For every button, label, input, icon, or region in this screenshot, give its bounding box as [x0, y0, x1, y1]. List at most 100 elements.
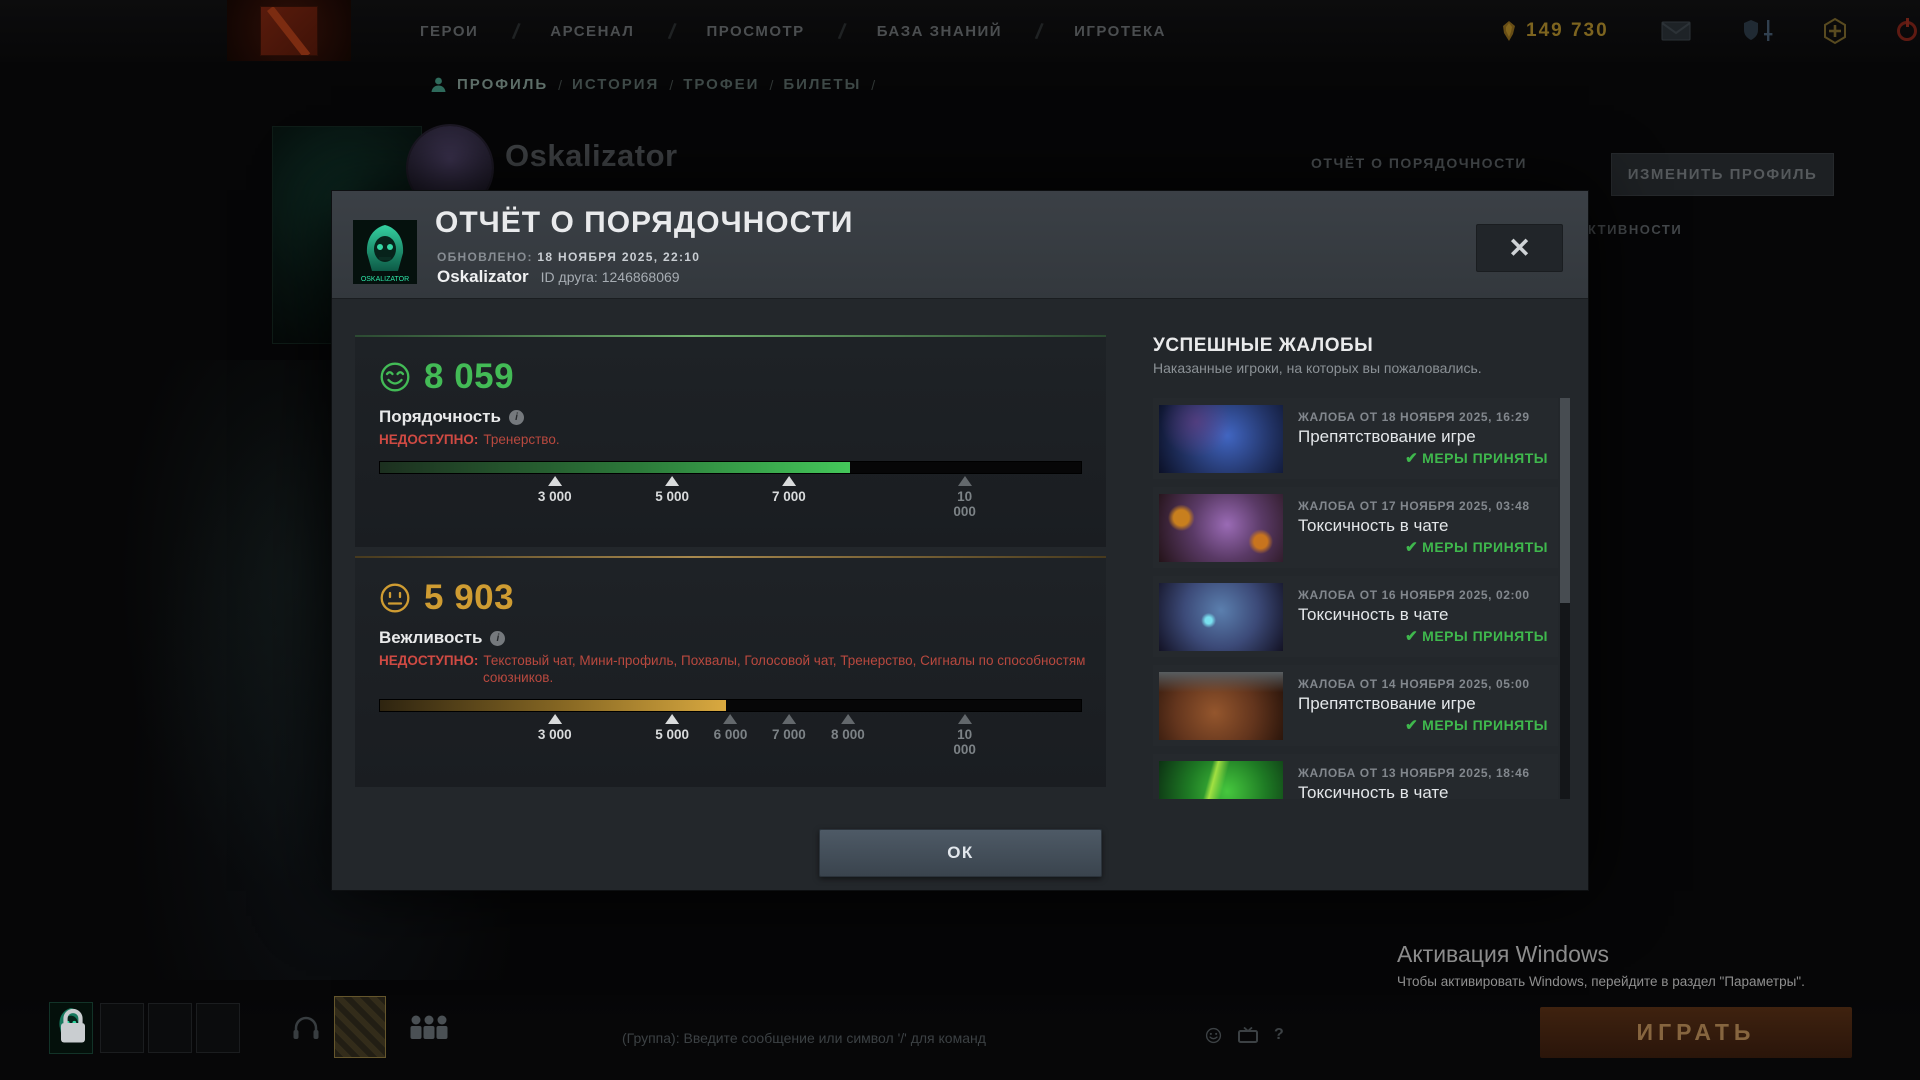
check-icon: ✔ [1405, 717, 1419, 734]
svg-text:OSKALIZATOR: OSKALIZATOR [361, 276, 409, 283]
score-row: 5 903 [379, 576, 1082, 620]
profile-tab[interactable]: ТРОФЕИ [683, 76, 760, 93]
hero-portrait [1159, 582, 1283, 651]
complaint-row[interactable]: ЖАЛОБА ОТ 14 НОЯБРЯ 2025, 05:00 Препятст… [1153, 665, 1558, 746]
edit-profile-button[interactable]: ИЗМЕНИТЬ ПРОФИЛЬ [1611, 153, 1834, 196]
tick-triangle-icon [781, 476, 796, 486]
score-label: Порядочность [379, 407, 501, 426]
watermark-subtitle: Чтобы активировать Windows, перейдите в … [1397, 974, 1805, 989]
party-slot[interactable] [196, 1003, 240, 1053]
hero-portrait [1159, 404, 1283, 473]
hero-portrait [1159, 760, 1283, 799]
conduct-summary-label[interactable]: ОТЧЁТ О ПОРЯДОЧНОСТИ [1311, 155, 1527, 171]
tab-separator: / [871, 76, 876, 93]
nav-item[interactable]: АРСЕНАЛ [550, 23, 634, 40]
armory-shield-sword-icon[interactable] [1743, 19, 1773, 43]
party-avatar[interactable] [49, 1002, 93, 1054]
chat-input[interactable]: (Группа): Введите сообщение или символ '… [622, 1030, 986, 1046]
currency-display[interactable]: 149 730 [1500, 20, 1609, 42]
profile-tab[interactable]: ПРОФИЛЬ [457, 76, 549, 93]
chat-smiley-icon[interactable] [1205, 1027, 1222, 1044]
dota-logo[interactable] [227, 0, 351, 61]
progress-fill [380, 462, 850, 473]
tick-label: 8 000 [830, 727, 865, 742]
tick-triangle-icon [547, 714, 562, 724]
updated-line: ОБНОВЛЕНО: 18 НОЯБРЯ 2025, 22:10 [437, 250, 700, 264]
complaints-list: ЖАЛОБА ОТ 18 НОЯБРЯ 2025, 16:29 Препятст… [1153, 398, 1558, 799]
tick-scale: 3 000 5 000 7 000 [379, 476, 1082, 536]
profile-tab-list: ПРОФИЛЬ / ИСТОРИЯ / ТРОФЕИ / БИЛЕТЫ / [457, 76, 875, 93]
tab-separator: / [769, 76, 774, 93]
mood-smiley-icon [379, 582, 411, 614]
tick: 3 000 [538, 476, 572, 504]
unavailable-label: НЕДОСТУПНО: [379, 653, 479, 668]
modal-player-name: Oskalizator [437, 267, 529, 286]
nav-item[interactable]: ИГРОТЕКА [1074, 22, 1167, 40]
play-button[interactable]: ИГРАТЬ [1540, 1007, 1852, 1058]
tick-label: 5 000 [655, 489, 690, 504]
profile-tabs: ПРОФИЛЬ / ИСТОРИЯ / ТРОФЕИ / БИЛЕТЫ / [430, 76, 875, 93]
player-name-background: Oskalizator [505, 138, 678, 173]
tick-label: 7 000 [771, 489, 806, 504]
complaint-row[interactable]: ЖАЛОБА ОТ 13 НОЯБРЯ 2025, 18:46 Токсично… [1153, 754, 1558, 799]
banner-icon[interactable] [334, 996, 386, 1058]
check-icon: ✔ [1405, 450, 1419, 467]
tick-triangle-icon [665, 476, 680, 486]
hero-portrait [1159, 493, 1283, 562]
complaint-text: ЖАЛОБА ОТ 14 НОЯБРЯ 2025, 05:00 Препятст… [1298, 677, 1548, 734]
updated-label: ОБНОВЛЕНО: [437, 250, 533, 264]
complaint-date: ЖАЛОБА ОТ 17 НОЯБРЯ 2025, 03:48 [1298, 499, 1530, 513]
help-icon[interactable]: ? [1274, 1026, 1284, 1043]
complaint-row[interactable]: ЖАЛОБА ОТ 17 НОЯБРЯ 2025, 03:48 Токсично… [1153, 487, 1558, 568]
complaint-date: ЖАЛОБА ОТ 18 НОЯБРЯ 2025, 16:29 [1298, 410, 1530, 424]
tv-icon[interactable] [1238, 1026, 1258, 1044]
modal-body: 8 059 Порядочность i НЕДОСТУПНО: Тренерст… [332, 299, 1588, 892]
info-icon[interactable]: i [490, 630, 506, 646]
unavailable-text: НЕДОСТУПНО: Текстовый чат, Мини-профиль, … [379, 652, 1099, 686]
profile-tab[interactable]: ИСТОРИЯ [572, 76, 660, 93]
group-icon[interactable] [408, 1013, 450, 1041]
modal-title: ОТЧЁТ О ПОРЯДОЧНОСТИ [435, 206, 854, 239]
tick-label: 10 000 [953, 727, 976, 757]
dota-logo-icon [260, 5, 318, 56]
party-slot[interactable] [148, 1003, 192, 1053]
tick-triangle-icon [665, 714, 680, 724]
scrollbar[interactable] [1560, 398, 1570, 799]
tick: 8 000 [831, 714, 865, 742]
close-button[interactable]: ✕ [1476, 224, 1563, 272]
complaint-reason: Токсичность в чате [1298, 516, 1449, 535]
scrollbar-thumb[interactable] [1560, 398, 1570, 603]
complaint-text: ЖАЛОБА ОТ 17 НОЯБРЯ 2025, 03:48 Токсично… [1298, 499, 1548, 556]
score-value: 5 903 [424, 578, 515, 617]
nav-item[interactable]: БАЗА ЗНАНИЙ [877, 23, 1002, 40]
tab-separator: / [558, 76, 563, 93]
modal-avatar: OSKALIZATOR [353, 220, 417, 284]
tick-scale: 3 000 5 000 6 000 [379, 714, 1082, 774]
complaint-row[interactable]: ЖАЛОБА ОТ 16 НОЯБРЯ 2025, 02:00 Токсично… [1153, 576, 1558, 657]
score-label-row: Вежливость i [379, 628, 1082, 648]
complaint-date: ЖАЛОБА ОТ 14 НОЯБРЯ 2025, 05:00 [1298, 677, 1530, 691]
complaints-subtitle: Наказанные игроки, на которых вы пожалов… [1153, 360, 1482, 376]
mail-icon[interactable] [1661, 21, 1691, 41]
nav-item[interactable]: ГЕРОИ [420, 23, 478, 40]
profile-tab[interactable]: БИЛЕТЫ [783, 76, 862, 93]
nav-item[interactable]: ПРОСМОТР [706, 23, 804, 40]
friend-id: ID друга: 1246868069 [540, 269, 680, 285]
action-taken-badge: ✔ МЕРЫ ПРИНЯТЫ [1405, 450, 1548, 467]
updated-value: 18 НОЯБРЯ 2025, 22:10 [537, 250, 701, 264]
action-taken-badge: ✔ МЕРЫ ПРИНЯТЫ [1405, 717, 1548, 734]
action-taken-badge: ✔ МЕРЫ ПРИНЯТЫ [1405, 539, 1548, 556]
conduct-summary-modal: OSKALIZATOR ОТЧЁТ О ПОРЯДОЧНОСТИ ОБНОВЛЕ… [331, 190, 1589, 891]
party-slot[interactable] [100, 1003, 144, 1053]
complaint-text: ЖАЛОБА ОТ 16 НОЯБРЯ 2025, 02:00 Токсично… [1298, 588, 1548, 645]
info-icon[interactable]: i [508, 409, 524, 425]
score-card: 8 059 Порядочность i НЕДОСТУПНО: Тренерст… [355, 335, 1106, 547]
progress-bar [379, 461, 1082, 474]
tick: 7 000 [772, 714, 806, 742]
power-icon[interactable] [1896, 18, 1917, 41]
headphones-icon[interactable] [288, 1010, 324, 1046]
tick-label: 3 000 [537, 727, 572, 742]
complaint-row[interactable]: ЖАЛОБА ОТ 18 НОЯБРЯ 2025, 16:29 Препятст… [1153, 398, 1558, 479]
ok-button[interactable]: ОК [819, 829, 1102, 877]
plus-hexagon-icon[interactable] [1821, 17, 1849, 45]
